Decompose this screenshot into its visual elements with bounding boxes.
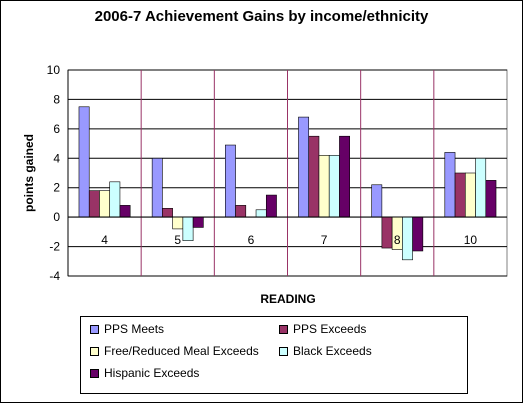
bar xyxy=(298,116,310,218)
y-tick-label: 2 xyxy=(53,181,60,195)
bar xyxy=(444,152,456,218)
y-tick-label: 0 xyxy=(53,210,60,224)
bar xyxy=(192,216,204,228)
x-tick-labels: 4 5 6 7 8 10 xyxy=(101,233,477,247)
bar xyxy=(318,155,330,218)
legend-label: Hispanic Exceeds xyxy=(104,366,200,380)
bar xyxy=(225,144,236,218)
legend-item: Black Exceeds xyxy=(279,344,372,358)
bar xyxy=(339,135,350,218)
legend-label: PPS Meets xyxy=(104,322,165,336)
legend-item: PPS Exceeds xyxy=(279,322,366,336)
x-tick-label: 4 xyxy=(101,233,108,247)
x-tick-label: 10 xyxy=(464,233,478,247)
x-tick-label: 7 xyxy=(321,233,328,247)
category-separators xyxy=(140,70,435,276)
legend-swatch xyxy=(279,346,288,356)
bars xyxy=(78,106,497,261)
bar xyxy=(381,216,393,249)
y-tick-label: 10 xyxy=(47,63,61,77)
y-axis-title: points gained xyxy=(22,134,36,212)
bar xyxy=(78,106,90,218)
bar xyxy=(162,208,173,218)
bar xyxy=(88,190,100,218)
bar xyxy=(464,172,476,218)
bar xyxy=(485,180,497,218)
bar xyxy=(475,157,487,218)
legend-item: PPS Meets xyxy=(90,322,164,336)
legend-label: Free/Reduced Meal Exceeds xyxy=(104,344,259,358)
legend-swatch xyxy=(90,346,99,356)
y-tick-label: 8 xyxy=(53,92,60,106)
legend-item: Hispanic Exceeds xyxy=(90,366,199,380)
bar xyxy=(255,209,267,218)
y-tick-label: -2 xyxy=(49,240,60,254)
y-tick-label: 6 xyxy=(53,122,60,136)
bar xyxy=(265,194,277,218)
bar xyxy=(119,205,131,218)
bar xyxy=(99,190,111,218)
bar xyxy=(308,135,320,218)
legend-swatch xyxy=(279,324,288,334)
chart-title: 2006-7 Achievement Gains by income/ethni… xyxy=(94,8,429,25)
bar xyxy=(182,216,194,241)
x-tick-label: 5 xyxy=(174,233,181,247)
bar xyxy=(402,216,413,261)
legend-label: PPS Exceeds xyxy=(293,322,367,336)
x-tick-label: 8 xyxy=(394,233,401,247)
bar xyxy=(172,216,184,230)
legend-swatch xyxy=(90,368,99,378)
x-axis-title: READING xyxy=(260,292,315,306)
bar xyxy=(235,205,247,218)
legend-item: Free/Reduced Meal Exceeds xyxy=(90,344,259,358)
bar xyxy=(454,172,466,218)
legend-swatch xyxy=(90,324,99,334)
bar xyxy=(151,157,163,218)
bar xyxy=(328,155,340,218)
y-tick-label: -4 xyxy=(49,269,60,283)
legend-label: Black Exceeds xyxy=(293,344,372,358)
bar xyxy=(109,181,121,218)
y-tick-labels: -4 -2 0 2 4 6 8 10 xyxy=(47,63,61,283)
bar xyxy=(412,216,424,252)
bar xyxy=(371,184,383,218)
y-tick-label: 4 xyxy=(53,151,60,165)
x-tick-label: 6 xyxy=(248,233,255,247)
legend: PPS Meets PPS Exceeds Free/Reduced Meal Ex… xyxy=(80,316,468,394)
